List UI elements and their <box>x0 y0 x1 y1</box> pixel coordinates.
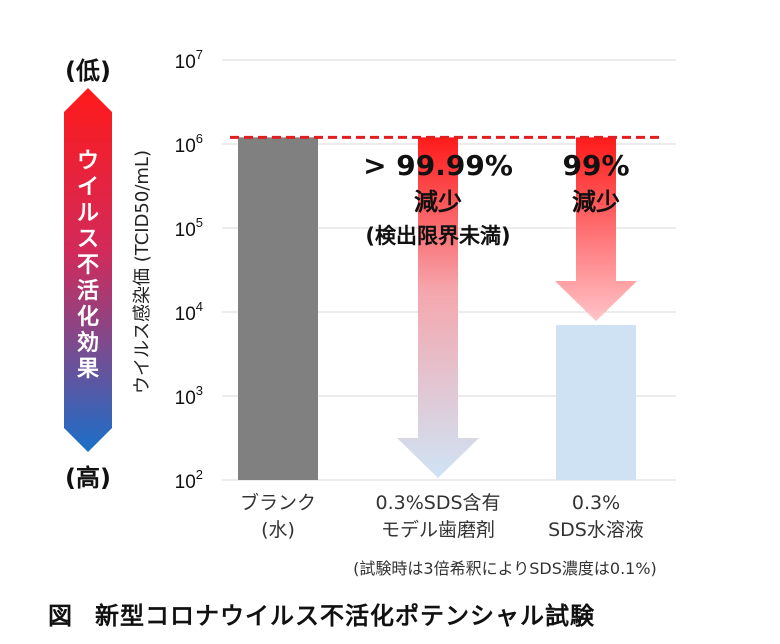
y-tick-label: 106 <box>175 131 203 157</box>
effect-scale-label-char: 果 <box>77 357 99 382</box>
x-category-label: モデル歯磨剤 <box>381 519 495 541</box>
effect-scale-arrow <box>64 88 112 452</box>
inactivation-chart: 102 103 104 105 106 107 > 99.99% 減少 (検出限界未満) 99% 減… <box>64 47 676 578</box>
figure-caption: 図新型コロナウイルス不活化ポテンシャル試験 <box>48 596 595 631</box>
figure-label: 図 <box>48 602 73 630</box>
x-category-label: ブランク <box>240 491 316 514</box>
reduction-label-2: 減少 <box>572 188 620 216</box>
reduction-label-1: > 99.99% <box>363 149 513 182</box>
test-condition-note: (試験時は3倍希釈によりSDS濃度は0.1%) <box>353 559 657 578</box>
reduction-arrow-2 <box>555 137 637 322</box>
reduction-label-2: 99% <box>562 149 629 182</box>
effect-scale-label-char: 不 <box>77 253 99 278</box>
x-category-label: SDS水溶液 <box>548 519 644 541</box>
x-category-label: 0.3%SDS含有 <box>375 492 500 514</box>
x-category-label: (水) <box>261 519 295 541</box>
effect-scale-label-char: ル <box>77 201 99 226</box>
figure-title: 新型コロナウイルス不活化ポテンシャル試験 <box>95 602 595 630</box>
effect-scale-label-char: 効 <box>77 330 99 356</box>
y-tick-label: 105 <box>175 215 203 241</box>
y-tick-label: 103 <box>175 383 203 409</box>
effect-scale-label-char: ス <box>77 227 99 252</box>
y-tick-label: 104 <box>175 299 203 325</box>
effect-scale-label-char: 活 <box>77 279 99 304</box>
scale-low-label: (低) <box>65 57 111 85</box>
y-tick-label: 107 <box>175 47 203 73</box>
effect-scale-label-char: ウ <box>77 149 99 174</box>
scale-high-label: (高) <box>65 464 111 492</box>
reduction-label-1: (検出限界未満) <box>365 224 510 248</box>
reduction-label-1: 減少 <box>414 188 462 216</box>
x-category-label: 0.3% <box>572 492 620 514</box>
effect-scale-label-char: イ <box>77 175 99 200</box>
reduction-arrow-1 <box>397 137 479 479</box>
bar-1 <box>238 137 318 481</box>
y-tick-label: 102 <box>175 467 203 493</box>
y-axis-label: ウイルス感染価 (TCID50/mL) <box>132 150 153 394</box>
bar-3 <box>556 325 636 480</box>
effect-scale-label-char: 化 <box>77 304 99 330</box>
